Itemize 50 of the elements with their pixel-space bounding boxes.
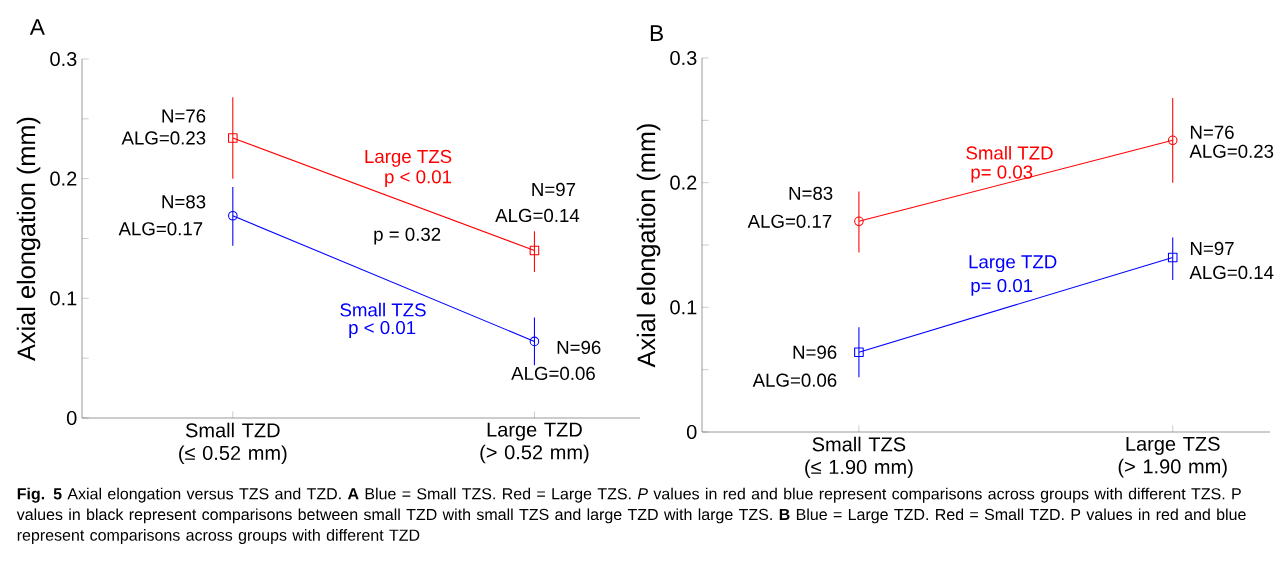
annotation: p= 0.03: [971, 165, 1033, 183]
annotation: ALG=0.17: [747, 214, 832, 228]
annotation: ALG=0.06: [752, 373, 837, 387]
text: Fig. 5 Axial elongation versus TZS and TZD. A Blue = Small TZS. Red = Large TZS. P values in red and blue represent comparisons across groups with different TZS. P values in black represent comparisons between small TZD with small TZS and large TZD with large TZS. B Blue = Large TZD. Red = Small TZD. P values in red and blue represent comparisons across groups with different TZD: [16, 487, 1246, 544]
series-label: Large TZS: [365, 149, 452, 167]
annotation: N=83: [162, 195, 206, 209]
annotation: N=96: [557, 340, 601, 355]
y-axis-title: Axial elongation (mm): [16, 117, 41, 361]
point: [529, 245, 540, 256]
y-tick-label: 0: [66, 410, 77, 426]
y-tick-label: 0.1: [670, 300, 697, 315]
y-tick-label: 0.3: [50, 51, 77, 67]
annotation: ALG=0.23: [1189, 144, 1274, 158]
annotation: N=97: [1190, 241, 1234, 256]
y-tick-label: 0.2: [670, 175, 697, 190]
y-tick-label: 0.2: [50, 171, 77, 186]
series-label: Large TZD: [969, 255, 1057, 273]
point: [228, 133, 238, 143]
annotation: ALG=0.23: [121, 131, 206, 145]
point: [1167, 252, 1178, 263]
series-label: Small TZD: [966, 145, 1053, 160]
x-tick-label: Large TZS (> 1.90 mm): [1118, 436, 1227, 478]
point: [529, 336, 540, 347]
annotation: N=83: [789, 186, 833, 200]
annotation: N=76: [162, 109, 206, 123]
y-axis-title: Axial elongation (mm): [636, 124, 661, 368]
x-tick-label: Large TZD (> 0.52 mm): [480, 422, 589, 464]
point: [854, 347, 864, 358]
annotation: p = 0.32: [374, 227, 441, 245]
point: [1167, 135, 1178, 146]
x-tick-label: Small TZS (≤ 1.90 mm): [805, 436, 913, 479]
annotation: ALG=0.14: [495, 208, 580, 223]
point: [854, 216, 864, 227]
y-tick-label: 0.1: [50, 291, 77, 306]
annotation: ALG=0.14: [1189, 265, 1274, 280]
annotation: p < 0.01: [385, 170, 452, 188]
annotation: p= 0.01: [971, 278, 1033, 296]
annotation: ALG=0.06: [511, 366, 595, 381]
chart-title: A: [29, 19, 45, 35]
y-tick-label: 0: [686, 424, 697, 440]
y-tick-label: 0.3: [670, 50, 697, 66]
chart-title: B: [650, 25, 663, 41]
point: [228, 210, 238, 221]
annotation: N=97: [532, 182, 576, 197]
x-tick-label: Small TZD (≤ 0.52 mm): [179, 422, 287, 465]
annotation: N=96: [793, 345, 837, 359]
annotation: N=76: [1190, 125, 1234, 139]
series-label: Small TZS: [340, 302, 426, 317]
annotation: p < 0.01: [349, 320, 416, 338]
annotation: ALG=0.17: [118, 222, 203, 236]
